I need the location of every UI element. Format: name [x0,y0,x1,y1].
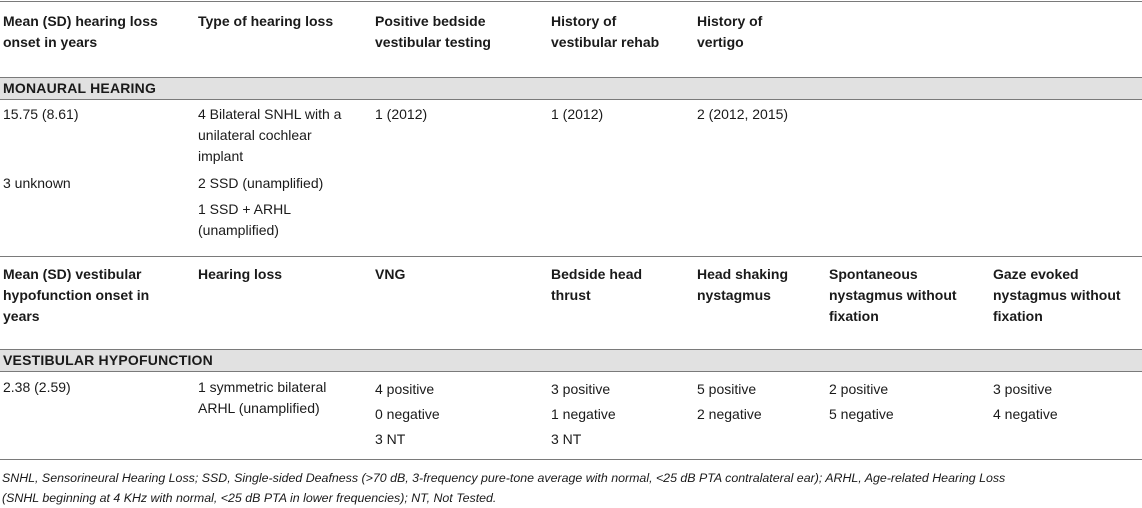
header-text-line: History of [551,13,617,29]
header-vestibular-onset: Mean (SD) vestibular hypofunction onset … [3,264,149,327]
cell-text-line: 2 positive [829,381,889,397]
vestibular-head-shaking: 5 positive 2 negative [697,377,762,427]
header-spontaneous-nystagmus: Spontaneous nystagmus without fixation [829,264,957,327]
cell-text-line: 3 positive [993,381,1053,397]
header-text-line: Bedside head [551,266,643,282]
vestibular-head-thrust: 3 positive 1 negative 3 NT [551,377,616,452]
mid-table-rule [0,256,1142,257]
vestibular-spontaneous: 2 positive 5 negative [829,377,894,427]
cell-text-line: ARHL (unamplified) [198,400,320,416]
footnote-line: (SNHL beginning at 4 KHz with normal, <2… [2,491,497,505]
header-vng: VNG [375,264,405,285]
header-text-line: fixation [993,308,1043,324]
vestibular-vng: 4 positive 0 negative 3 NT [375,377,440,452]
section-title-vestibular-hypofunction: VESTIBULAR HYPOFUNCTION [3,352,213,368]
cell-text-line: implant [198,148,244,164]
table-footnote: SNHL, Sensorineural Hearing Loss; SSD, S… [2,468,1138,508]
header-text-line: thrust [551,287,591,303]
monaural-type-ssd: 2 SSD (unamplified) [198,175,324,191]
header-hearing-loss: Hearing loss [198,264,282,285]
cell-text-line: 3 NT [551,431,582,447]
header-bedside-head-thrust: Bedside head thrust [551,264,642,306]
table-bottom-rule [0,459,1142,460]
cell-text-line: 1 negative [551,406,616,422]
header-text-line: Positive bedside [375,13,486,29]
cell-text-line: 4 positive [375,381,435,397]
cell-text-line: 5 negative [829,406,894,422]
header-positive-bedside-testing: Positive bedside vestibular testing [375,11,491,53]
section-title-monaural-hearing: MONAURAL HEARING [3,80,157,96]
header-text-line: nystagmus without [829,287,957,303]
header-text-line: History of [697,13,763,29]
monaural-vestibular-rehab: 1 (2012) [551,106,604,122]
header-text-line: onset in years [3,34,98,50]
header-text-line: vestibular testing [375,34,491,50]
cell-text-line: 3 NT [375,431,406,447]
header-text-line: fixation [829,308,879,324]
cell-text-line: 5 positive [697,381,757,397]
monaural-onset-unknown: 3 unknown [3,175,71,191]
header-text-line: vestibular rehab [551,34,660,50]
header-text-line: Hearing loss [198,266,283,282]
section-band-top-rule [0,77,1142,78]
vestibular-onset-mean: 2.38 (2.59) [3,379,71,395]
header-text-line: Gaze evoked [993,266,1079,282]
header-text-line: years [3,308,40,324]
header-text-line: Type of hearing loss [198,13,334,29]
section-band-monaural [0,78,1142,99]
header-text-line: vertigo [697,34,744,50]
header-text-line: Mean (SD) vestibular [3,266,142,282]
cell-text-line: unilateral cochlear [198,127,312,143]
monaural-type-bilateral-snhl: 4 Bilateral SNHL with a unilateral cochl… [198,104,341,167]
header-text-line: Spontaneous [829,266,918,282]
header-history-of-vertigo: History of vertigo [697,11,762,53]
header-text-line: VNG [375,266,406,282]
header-gaze-evoked-nystagmus: Gaze evoked nystagmus without fixation [993,264,1121,327]
section2-band-bottom-rule [0,371,1142,372]
header-text-line: nystagmus [697,287,771,303]
cell-text-line: 1 symmetric bilateral [198,379,327,395]
monaural-vertigo-history: 2 (2012, 2015) [697,106,789,122]
cell-text-line: 3 positive [551,381,611,397]
cell-text-line: 4 Bilateral SNHL with a [198,106,342,122]
table-top-rule [0,1,1142,2]
vestibular-hearing-loss: 1 symmetric bilateral ARHL (unamplified) [198,377,326,419]
cell-text-line: (unamplified) [198,222,279,238]
header-text-line: Head shaking [697,266,789,282]
cell-text-line: 1 SSD + ARHL [198,201,291,217]
section2-band-top-rule [0,349,1142,350]
section-band-vestibular [0,350,1142,371]
header-hearing-loss-onset: Mean (SD) hearing loss onset in years [3,11,158,53]
header-text-line: hypofunction onset in [3,287,150,303]
header-type-of-hearing-loss: Type of hearing loss [198,11,333,32]
footnote-line: SNHL, Sensorineural Hearing Loss; SSD, S… [2,471,1006,485]
monaural-bedside-testing: 1 (2012) [375,106,428,122]
vestibular-gaze-evoked: 3 positive 4 negative [993,377,1058,427]
header-text-line: Mean (SD) hearing loss [3,13,158,29]
section-band-bottom-rule [0,99,1142,100]
monaural-type-ssd-arhl: 1 SSD + ARHL (unamplified) [198,199,291,241]
header-history-vestibular-rehab: History of vestibular rehab [551,11,659,53]
monaural-onset-mean: 15.75 (8.61) [3,106,79,122]
cell-text-line: 0 negative [375,406,440,422]
cell-text-line: 4 negative [993,406,1058,422]
header-head-shaking-nystagmus: Head shaking nystagmus [697,264,788,306]
header-text-line: nystagmus without [993,287,1121,303]
cell-text-line: 2 negative [697,406,762,422]
